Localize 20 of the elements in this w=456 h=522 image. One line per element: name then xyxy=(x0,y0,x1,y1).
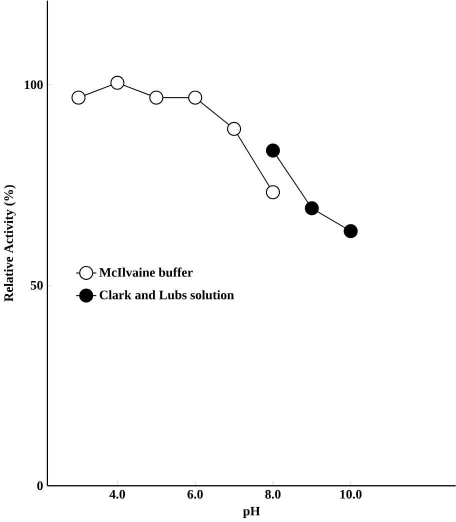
point xyxy=(304,201,319,216)
legend-label: Clark and Lubs solution xyxy=(100,290,234,300)
point xyxy=(266,185,280,200)
point xyxy=(266,144,280,158)
y-tick-label: 0 xyxy=(37,481,43,490)
y-tick-label: 100 xyxy=(24,80,43,90)
point xyxy=(188,90,202,105)
x-tick-label: 10.0 xyxy=(340,490,362,499)
point xyxy=(71,90,86,105)
point xyxy=(226,122,241,136)
y-tick-label: 50 xyxy=(30,280,43,290)
x-tick-label: 4.0 xyxy=(109,490,125,499)
y-axis-title: Relative Activity (%) xyxy=(4,185,16,302)
x-axis-title: pH xyxy=(242,506,260,518)
x-tick-label: 6.0 xyxy=(187,490,203,499)
legend-label: McIlvaine buffer xyxy=(99,268,193,277)
point xyxy=(344,224,358,238)
x-tick-label: 8.0 xyxy=(265,490,280,499)
point xyxy=(110,76,124,90)
point xyxy=(149,90,164,105)
